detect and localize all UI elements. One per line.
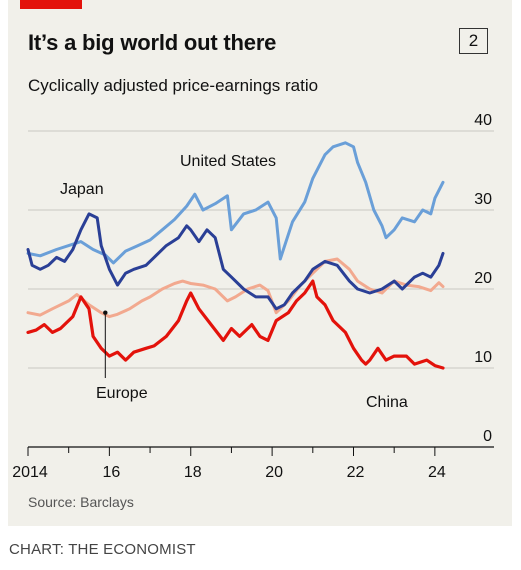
y-axis-tick-labels: 0 10 20 30 40 xyxy=(474,112,492,445)
y-tick-label: 0 xyxy=(483,428,492,445)
chart-number-badge: 2 xyxy=(459,28,488,54)
series-line-japan xyxy=(26,212,445,311)
series-labels: United States Japan Europe China xyxy=(60,153,408,411)
y-tick-label: 30 xyxy=(474,191,492,208)
x-tick-label: 20 xyxy=(265,464,283,481)
x-tick-label: 18 xyxy=(184,464,202,481)
series-lines xyxy=(26,141,445,370)
line-chart: 0 10 20 30 40 2014 16 18 20 22 24 United States J… xyxy=(12,112,494,481)
series-label-united-states: United States xyxy=(180,153,276,170)
x-tick-label: 22 xyxy=(347,464,365,481)
chart-subtitle: Cyclically adjusted price-earnings ratio xyxy=(28,76,319,95)
chart-source: Source: Barclays xyxy=(28,494,134,510)
series-line-united-states xyxy=(26,141,445,265)
y-tick-label: 20 xyxy=(474,270,492,287)
y-tick-label: 40 xyxy=(474,112,492,129)
chart-credit: CHART: THE ECONOMIST xyxy=(9,541,196,558)
x-tick-label: 24 xyxy=(428,464,446,481)
series-label-japan: Japan xyxy=(60,181,104,198)
y-tick-label: 10 xyxy=(474,349,492,366)
series-label-europe: Europe xyxy=(96,385,148,402)
series-label-china: China xyxy=(366,394,408,411)
europe-label-pointer-dot xyxy=(103,310,108,315)
series-line-china xyxy=(26,279,445,370)
chart-panel xyxy=(8,0,512,526)
x-axis: 2014 16 18 20 22 24 xyxy=(12,446,494,481)
x-tick-label: 16 xyxy=(102,464,120,481)
x-tick-label: 2014 xyxy=(12,464,48,481)
brand-accent-bar xyxy=(20,0,82,9)
chart-title: It’s a big world out there xyxy=(28,30,277,55)
